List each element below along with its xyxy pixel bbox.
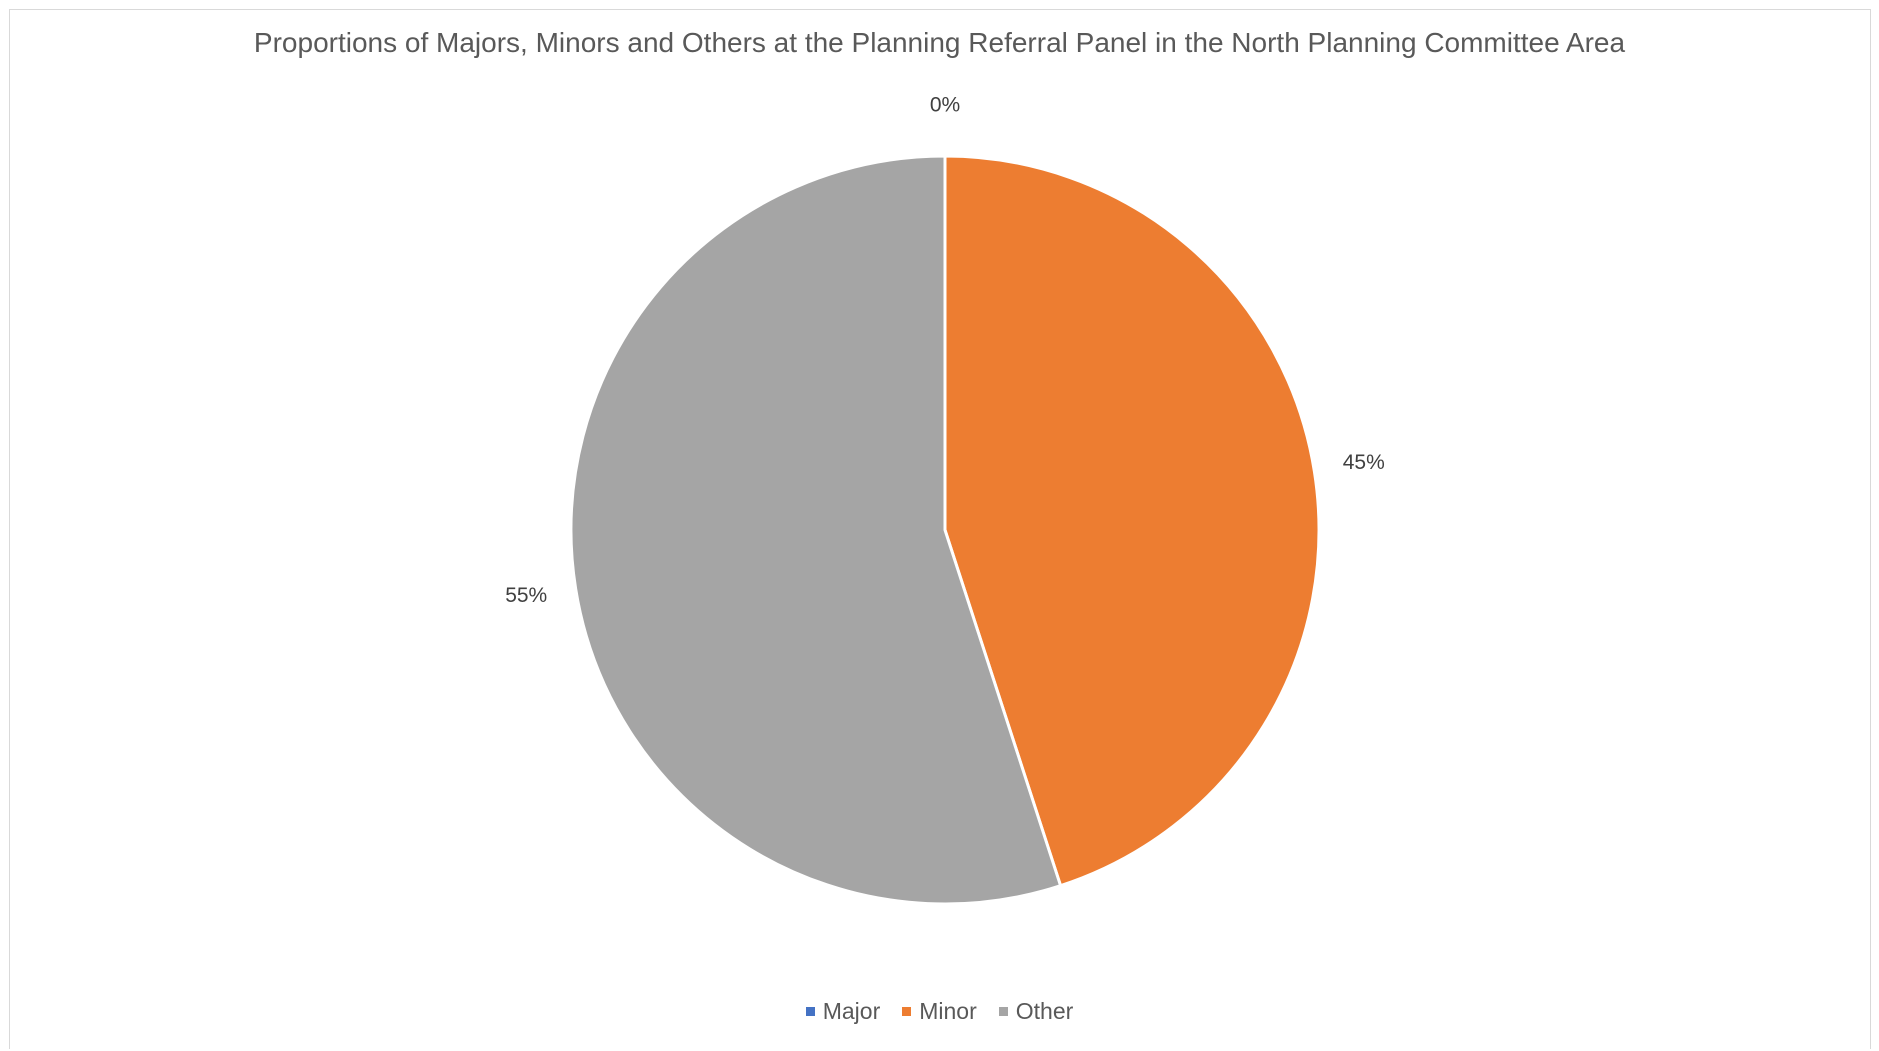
pie-slice-other bbox=[569, 154, 1063, 906]
legend-item-major: Major bbox=[805, 998, 881, 1025]
legend-label-minor: Minor bbox=[919, 998, 977, 1024]
data-label-major: 0% bbox=[930, 94, 960, 117]
data-label-minor: 45% bbox=[1343, 451, 1385, 474]
data-label-other: 55% bbox=[505, 584, 547, 607]
legend-label-major: Major bbox=[822, 998, 881, 1024]
legend-swatch-major bbox=[805, 1007, 815, 1016]
pie-data-labels: 0% 45% 55% bbox=[505, 94, 1385, 607]
pie-slices bbox=[569, 154, 1321, 906]
legend-swatch-other bbox=[998, 1007, 1008, 1016]
legend-item-other: Other bbox=[998, 998, 1074, 1025]
legend-label-other: Other bbox=[1015, 998, 1074, 1024]
legend-swatch-minor bbox=[902, 1007, 912, 1016]
legend-item-minor: Minor bbox=[902, 998, 977, 1025]
legend: Major Minor Other bbox=[0, 998, 1879, 1025]
chart-title: Proportions of Majors, Minors and Others… bbox=[253, 27, 1626, 58]
pie-slice-minor bbox=[943, 154, 1321, 888]
